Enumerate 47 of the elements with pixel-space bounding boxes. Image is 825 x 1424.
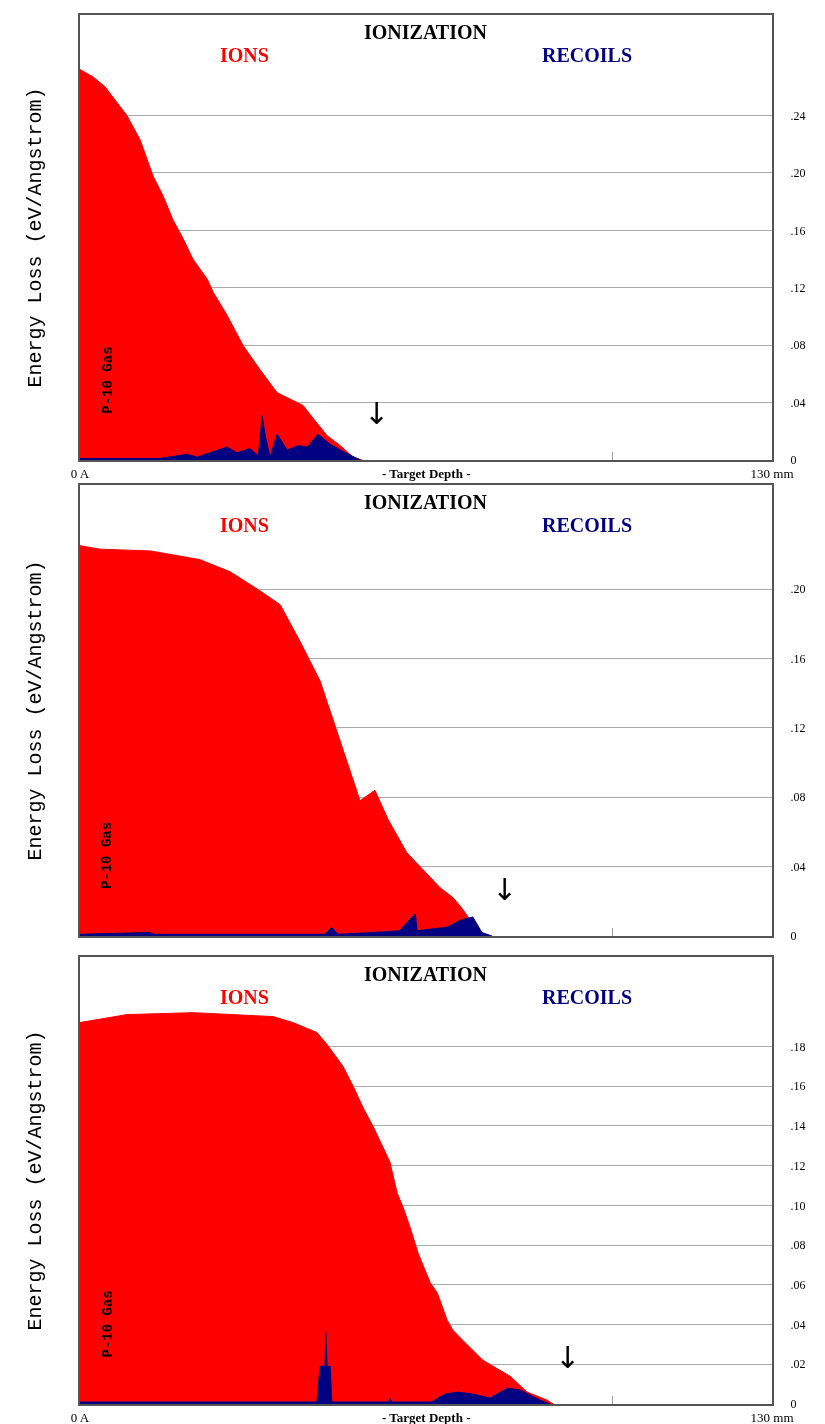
- text: IONS: [220, 44, 269, 66]
- annotation: ↓: [364, 396, 390, 431]
- annotation: P-10 Gas: [99, 1290, 116, 1358]
- y-tick-label: .04: [790, 1317, 806, 1332]
- series-label: IONS: [220, 986, 269, 1008]
- text: RECOILS: [542, 514, 633, 536]
- y-tick-label: .12: [790, 721, 806, 736]
- series-label: IONS: [220, 514, 269, 536]
- x-axis-title: - Target Depth -: [382, 466, 471, 481]
- y-axis-title: Energy Loss (eV/Angstrom): [23, 560, 47, 861]
- chart-title: IONIZATION: [364, 21, 488, 43]
- y-tick-label: .12: [790, 1158, 806, 1173]
- annotation: ↓: [492, 872, 518, 907]
- y-axis-title: Energy Loss (eV/Angstrom): [23, 1030, 47, 1331]
- y-axis-title: Energy Loss (eV/Angstrom): [23, 87, 47, 388]
- y-tick-label: 0: [790, 929, 797, 944]
- annotation: ↓: [555, 1340, 581, 1375]
- chart-title: IONIZATION: [364, 491, 488, 513]
- y-tick-label: .14: [790, 1119, 806, 1134]
- y-tick-label: .24: [790, 108, 806, 123]
- x-tick-label: 0 A: [70, 1409, 90, 1424]
- y-tick-label: .04: [790, 859, 806, 874]
- annotation: P-10 Gas: [99, 821, 116, 890]
- y-tick-label: .08: [790, 790, 806, 805]
- y-tick-label: .12: [790, 280, 806, 295]
- y-tick-label: .20: [790, 166, 806, 181]
- x-tick-label: 0 A: [70, 465, 90, 481]
- annotation: P-10 Gas: [99, 346, 116, 414]
- y-tick-label: .16: [790, 223, 806, 238]
- x-axis-title: - Target Depth -: [382, 1410, 471, 1424]
- x-tick-label: 130 mm: [750, 1409, 794, 1424]
- chart-title: IONIZATION: [364, 963, 488, 985]
- x-tick-label: 130 mm: [750, 465, 794, 481]
- y-tick-label: 0: [790, 1397, 797, 1412]
- y-tick-label: .04: [790, 395, 806, 410]
- text: RECOILS: [542, 986, 633, 1008]
- y-tick-label: 0: [790, 453, 797, 468]
- y-tick-label: .10: [790, 1198, 806, 1213]
- y-tick-label: .08: [790, 1238, 806, 1253]
- y-tick-label: .16: [790, 651, 806, 666]
- y-tick-label: .06: [790, 1278, 806, 1292]
- y-tick-label: .18: [790, 1039, 806, 1054]
- y-tick-label: .20: [790, 582, 806, 597]
- y-tick-label: .16: [790, 1079, 806, 1094]
- y-tick-label: .02: [790, 1357, 806, 1372]
- text: RECOILS: [542, 44, 633, 66]
- y-tick-label: .08: [790, 338, 806, 353]
